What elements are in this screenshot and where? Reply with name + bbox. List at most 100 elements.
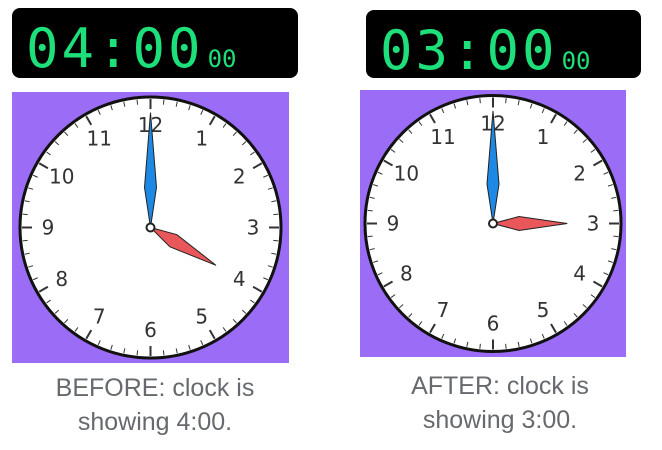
after-minute-hand xyxy=(486,110,500,224)
after-tick xyxy=(603,171,609,175)
before-numeral-10: 10 xyxy=(49,164,74,188)
after-tick xyxy=(429,323,436,334)
before-tick xyxy=(46,299,51,304)
after-numeral-6: 6 xyxy=(487,312,500,336)
after-center-pin xyxy=(488,218,498,229)
before-tick xyxy=(232,131,237,137)
before-numeral-5: 5 xyxy=(195,304,208,328)
after-tick xyxy=(590,149,596,153)
before-minute-hand xyxy=(143,112,158,228)
after-tick xyxy=(550,113,557,124)
before-numeral-6: 6 xyxy=(144,318,157,342)
after-digital-time: 03:00 xyxy=(380,19,558,82)
after-tick xyxy=(441,333,445,339)
after-numeral-4: 4 xyxy=(573,262,586,286)
before-digital-display: 04:00 00 xyxy=(12,8,298,78)
before-tick xyxy=(85,329,93,340)
before-tick xyxy=(263,277,269,281)
before-tick xyxy=(271,200,277,203)
after-tick xyxy=(529,103,533,109)
before-tick xyxy=(64,131,69,137)
before-tick xyxy=(38,162,49,170)
before-tick xyxy=(97,340,101,346)
before-tick xyxy=(123,101,126,107)
after-tick xyxy=(377,272,383,276)
before-tick xyxy=(252,285,263,293)
after-tick xyxy=(550,323,557,334)
after-tick xyxy=(383,280,394,288)
after-tick xyxy=(369,196,375,199)
before-numeral-2: 2 xyxy=(233,164,246,188)
before-tick xyxy=(208,329,216,340)
after-tick xyxy=(418,321,423,326)
before-tick xyxy=(162,99,165,105)
before-tick xyxy=(232,318,237,324)
after-tick xyxy=(563,321,568,326)
after-caption-line1: AFTER: clock is xyxy=(411,372,589,400)
after-tick xyxy=(399,304,404,309)
before-tick xyxy=(222,123,227,128)
after-numeral-3: 3 xyxy=(587,212,600,236)
after-tick xyxy=(367,235,373,238)
after-tick xyxy=(573,313,578,318)
before-caption: BEFORE: clock is showing 4:00. xyxy=(0,371,310,439)
before-tick xyxy=(38,285,49,293)
after-tick xyxy=(377,171,383,175)
after-tick xyxy=(613,209,619,212)
before-tick xyxy=(24,200,30,203)
before-numeral-4: 4 xyxy=(233,267,246,291)
after-tick xyxy=(563,121,568,126)
before-tick xyxy=(110,344,113,350)
before-tick xyxy=(22,239,28,242)
after-tick xyxy=(505,343,507,349)
after-tick xyxy=(611,248,617,251)
after-tick xyxy=(441,108,445,114)
after-tick xyxy=(603,272,609,276)
after-tick xyxy=(582,138,587,143)
after-numeral-5: 5 xyxy=(537,298,550,322)
before-numeral-8: 8 xyxy=(55,267,68,291)
before-tick xyxy=(175,101,178,107)
before-tick xyxy=(162,350,165,356)
before-tick xyxy=(252,162,263,170)
after-clock-face: 121234567891011 xyxy=(360,90,626,357)
after-tick xyxy=(517,100,520,106)
after-tick xyxy=(613,235,619,238)
after-tick xyxy=(373,260,379,263)
after-tick xyxy=(607,184,613,187)
before-tick xyxy=(250,299,255,304)
before-tick xyxy=(250,151,255,156)
after-tick xyxy=(573,129,578,134)
after-numeral-2: 2 xyxy=(573,162,586,186)
before-numeral-11: 11 xyxy=(87,127,112,151)
before-numeral-3: 3 xyxy=(247,216,260,240)
after-tick xyxy=(408,313,413,318)
before-tick xyxy=(267,187,273,190)
after-tick xyxy=(582,304,587,309)
after-tick xyxy=(517,341,520,347)
before-hour-hand xyxy=(148,226,217,266)
before-tick xyxy=(136,350,139,356)
before-tick xyxy=(46,151,51,156)
before-tick xyxy=(74,123,79,128)
after-tick xyxy=(590,294,596,298)
after-numeral-10: 10 xyxy=(394,162,419,186)
before-tick xyxy=(136,99,139,105)
before-analog-clock: 121234567891011 xyxy=(12,92,289,363)
after-tick xyxy=(592,159,603,167)
after-tick xyxy=(541,333,545,339)
before-tick xyxy=(97,109,101,115)
before-tick xyxy=(54,309,60,314)
after-tick xyxy=(373,184,379,187)
before-tick xyxy=(85,115,93,126)
before-caption-line2: showing 4:00. xyxy=(77,408,233,436)
before-caption-line1: BEFORE: clock is xyxy=(55,374,255,402)
after-tick xyxy=(541,108,545,114)
before-tick xyxy=(188,105,191,111)
after-tick xyxy=(466,100,469,106)
after-tick xyxy=(479,98,481,104)
before-numeral-7: 7 xyxy=(93,304,106,328)
after-tick xyxy=(408,129,413,134)
before-center-pin xyxy=(145,222,156,233)
after-tick xyxy=(505,98,507,104)
